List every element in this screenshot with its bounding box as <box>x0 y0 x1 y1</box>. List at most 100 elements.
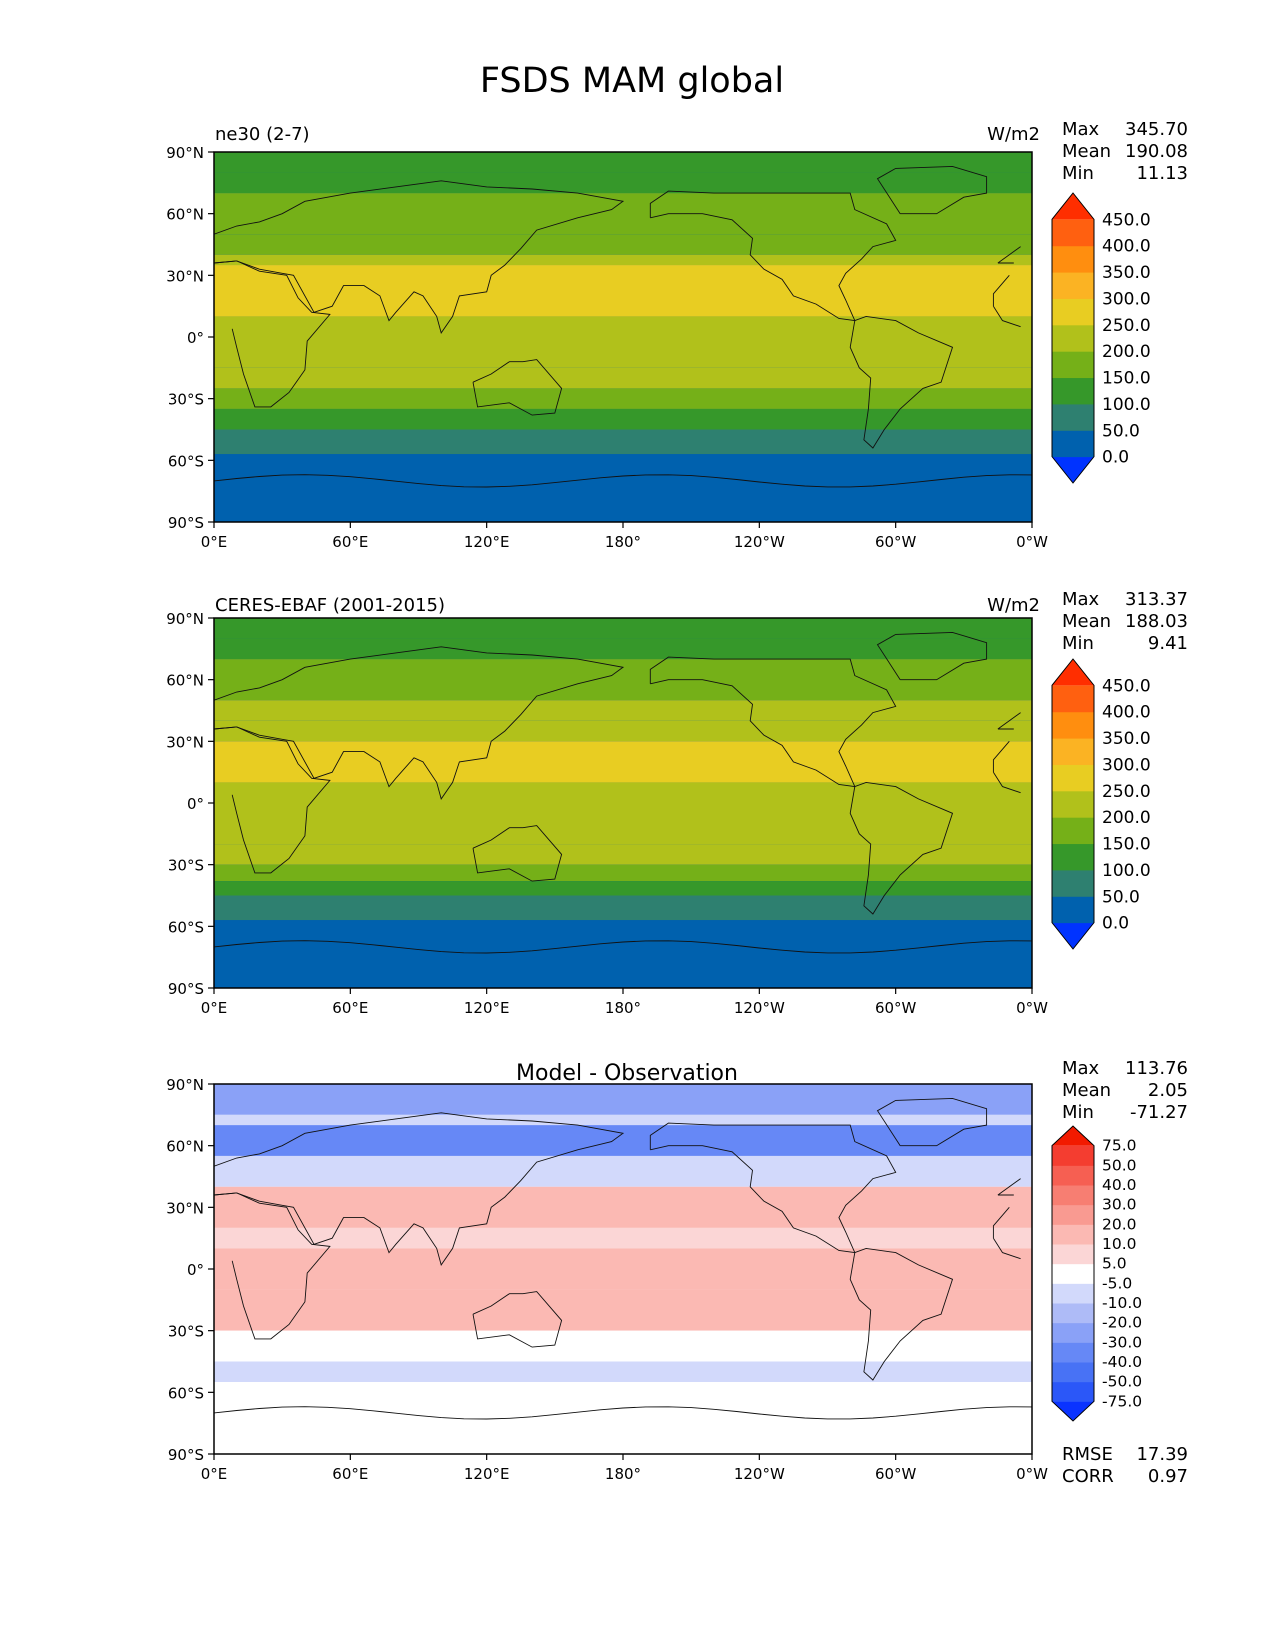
colorbar-tick-label: 50.0 <box>1102 421 1140 441</box>
zonal-band <box>214 803 1032 845</box>
colorbar-extend-max <box>1052 659 1094 686</box>
coastline <box>214 646 625 800</box>
colorbar-tick-label: -75.0 <box>1102 1392 1142 1410</box>
zonal-band <box>214 1382 1032 1454</box>
zonal-band <box>214 741 1032 783</box>
x-tick-label: 120°W <box>734 999 785 1017</box>
coastline <box>649 190 897 322</box>
zonal-band <box>214 1248 1032 1290</box>
panel-diff: Model - Observation Max 113.76 Mean 2.05… <box>166 1058 1188 1487</box>
y-tick-label: 0° <box>187 329 204 347</box>
zonal-band <box>214 700 1032 721</box>
y-tick-label: 30°S <box>168 1323 204 1341</box>
colorbar-tick-label: 50.0 <box>1102 1156 1137 1174</box>
coastline <box>876 631 988 681</box>
stat-max-value: 313.37 <box>1125 589 1188 610</box>
y-tick-label: 90°S <box>168 1446 204 1464</box>
zonal-band <box>214 429 1032 455</box>
zonal-band <box>214 720 1032 742</box>
zonal-band <box>214 454 1032 522</box>
colorbar-segment <box>1052 1342 1094 1363</box>
coastline <box>214 1192 331 1340</box>
x-tick-label: 0°W <box>1016 999 1048 1017</box>
zonal-band <box>214 408 1032 430</box>
colorbar-tick-label: -10.0 <box>1102 1294 1142 1312</box>
colorbar-segment <box>1052 1165 1094 1186</box>
coastline <box>849 1247 954 1381</box>
colorbar-tick-label: -50.0 <box>1102 1373 1142 1391</box>
stat-min-value: 9.41 <box>1148 633 1188 654</box>
zonal-band <box>214 388 1032 409</box>
colorbar-segment <box>1052 764 1094 792</box>
zonal-band <box>214 1114 1032 1126</box>
panel-model-axes: 90°N 60°N 30°N 0° 30°S 60°S 90°S0°E 60°E 120°E 18… <box>166 144 1048 551</box>
x-tick-label: 60°W <box>875 533 917 551</box>
panel-diff-axes: 90°N 60°N 30°N 0° 30°S 60°S 90°S0°E 60°E 120°E 18… <box>166 1076 1048 1483</box>
rmse-value: 17.39 <box>1136 1444 1188 1465</box>
coastline <box>992 275 1010 307</box>
panel-obs: CERES-EBAF (2001-2015) W/m2 Max 313.37 M… <box>166 589 1188 1017</box>
y-tick-label: 0° <box>187 1261 204 1279</box>
x-tick-label: 0°E <box>201 999 228 1017</box>
colorbar-tick-label: 150.0 <box>1102 369 1151 389</box>
x-tick-label: 60°E <box>332 999 368 1017</box>
y-tick-label: 60°S <box>168 452 204 470</box>
colorbar-segment <box>1052 896 1094 924</box>
colorbar-tick-label: 150.0 <box>1102 835 1151 855</box>
zonal-band <box>214 1125 1032 1156</box>
colorbar-tick-label: 75.0 <box>1102 1137 1137 1155</box>
zonal-band <box>214 316 1032 337</box>
coastline <box>214 940 1032 954</box>
panel-model-map <box>213 151 1033 523</box>
colorbar-outline <box>1051 658 1095 950</box>
colorbar-outline <box>1051 1125 1095 1422</box>
colorbar-segment <box>1052 1204 1094 1225</box>
stat-mean-value: 188.03 <box>1125 611 1188 632</box>
colorbar-segment <box>1052 245 1094 273</box>
x-tick-label: 180° <box>605 533 641 551</box>
stat-mean-label: Mean <box>1062 611 1111 632</box>
colorbar-tick-label: -30.0 <box>1102 1333 1142 1351</box>
coastline <box>876 1097 988 1147</box>
coastline <box>997 1178 1021 1196</box>
y-tick-label: 90°N <box>166 1076 204 1094</box>
zonal-band <box>214 1084 1032 1115</box>
panel-diff-rmse-corr: RMSE 17.39 CORR 0.97 <box>1062 1444 1188 1487</box>
zonal-band <box>214 1361 1032 1383</box>
x-tick-label: 0°E <box>201 1465 228 1483</box>
colorbar-tick-label: 50.0 <box>1102 887 1140 907</box>
colorbar-segment <box>1052 817 1094 845</box>
y-tick-label: 60°N <box>166 1138 204 1156</box>
x-tick-label: 120°W <box>734 1465 785 1483</box>
coastline <box>993 1237 1021 1260</box>
y-tick-label: 90°N <box>166 144 204 162</box>
colorbar-segment <box>1052 377 1094 405</box>
colorbar-segment <box>1052 324 1094 352</box>
panel-model-colorbar: 0.0 50.0 100.0 150.0 200.0 250.0 300.0 350.0 400… <box>1051 192 1151 484</box>
colorbar-segment <box>1052 298 1094 326</box>
y-tick-label: 90°N <box>166 610 204 628</box>
colorbar-tick-label: 250.0 <box>1102 316 1151 336</box>
zonal-band <box>214 864 1032 882</box>
x-tick-label: 0°E <box>201 533 228 551</box>
colorbar-segment <box>1052 711 1094 739</box>
coastline <box>472 1291 563 1348</box>
x-tick-label: 120°E <box>464 533 510 551</box>
rmse-label: RMSE <box>1062 1444 1113 1465</box>
stat-mean-value: 2.05 <box>1148 1080 1188 1101</box>
panel-obs-units: W/m2 <box>987 595 1040 616</box>
x-tick-label: 180° <box>605 1465 641 1483</box>
colorbar-tick-label: 40.0 <box>1102 1176 1137 1194</box>
coastline <box>992 741 1010 773</box>
stat-min-label: Min <box>1062 633 1094 654</box>
colorbar-tick-label: 400.0 <box>1102 237 1151 257</box>
coastline <box>997 712 1021 730</box>
coastline <box>849 781 954 915</box>
colorbar-tick-label: 10.0 <box>1102 1235 1137 1253</box>
y-tick-label: 60°N <box>166 672 204 690</box>
zonal-band <box>214 254 1032 266</box>
stat-max-value: 113.76 <box>1125 1058 1188 1079</box>
colorbar-extend-max <box>1052 193 1094 220</box>
x-tick-label: 0°W <box>1016 1465 1048 1483</box>
